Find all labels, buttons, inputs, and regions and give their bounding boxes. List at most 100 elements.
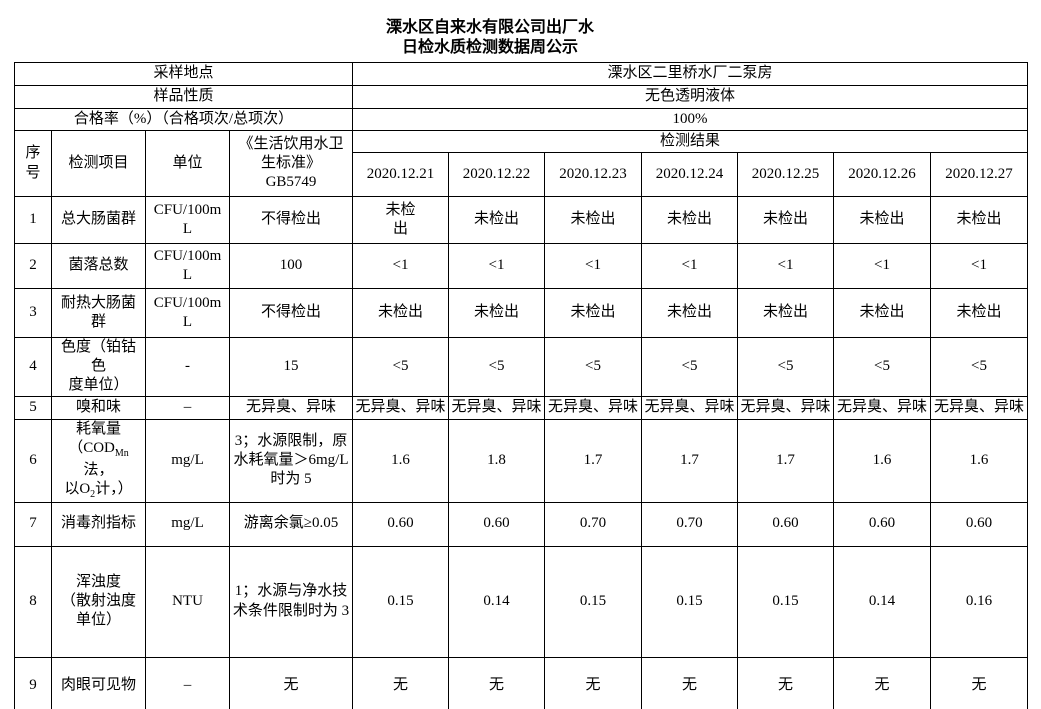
result-cell: 未检出: [448, 196, 546, 244]
sample-nature-label: 样品性质: [13, 85, 354, 109]
result-cell: 1.7: [544, 418, 643, 503]
result-cell: 无异臭、异味: [833, 395, 932, 420]
row-item-name: 色度（铂钴色 度单位）: [51, 337, 146, 397]
pass-rate-row: 合格率（%）（合格项次/总项次） 100%: [13, 108, 1029, 131]
result-cell: 无异臭、异味: [930, 395, 1029, 420]
result-cell: 无: [641, 656, 739, 709]
result-cell: <1: [448, 243, 546, 289]
date-header: 2020.12.24: [641, 152, 739, 197]
row-standard: 无异臭、异味: [228, 395, 354, 420]
sample-nature-row: 样品性质 无色透明液体: [13, 85, 1029, 109]
result-cell: 1.8: [448, 418, 546, 503]
row-standard: 不得检出: [228, 288, 354, 338]
result-cell: <5: [352, 337, 450, 397]
result-cell: 0.14: [833, 545, 932, 658]
date-header: 2020.12.25: [737, 152, 835, 197]
result-cell: 无: [930, 656, 1029, 709]
result-cell: 无异臭、异味: [737, 395, 835, 420]
result-cell: 1.6: [833, 418, 932, 503]
row-unit: –: [145, 656, 230, 709]
results-body: 1 总大肠菌群 CFU/100m L 不得检出 未检 出未检出 未检出 未检出 未检出 未检出未…: [14, 196, 1029, 709]
table-row: 6 耗氧量 （CODMn法， 以O2计，） mg/L 3；水源限制，原 水耗氧量＞6m…: [14, 418, 1029, 503]
result-cell: 无: [833, 656, 932, 709]
row-seq: 1: [14, 196, 52, 244]
result-cell: 0.14: [448, 545, 546, 658]
row-standard: 3；水源限制，原 水耗氧量＞6mg/L 时为 5: [228, 418, 354, 503]
table-row: 7 消毒剂指标 mg/L 游离余氯≥0.05 0.60 0.60 0.70 0.70 0.60 0…: [14, 501, 1029, 547]
result-cell: <1: [737, 243, 835, 289]
result-cell: 0.16: [930, 545, 1029, 658]
row-seq: 2: [14, 243, 52, 289]
header-seq: 序 号: [14, 130, 52, 197]
header-item: 检测项目: [51, 130, 146, 197]
result-cell: 无异臭、异味: [544, 395, 643, 420]
table-row: 8 浑浊度 （散射浊度 单位） NTU 1；水源与净水技 术条件限制时为 3 0.15 0…: [14, 545, 1029, 658]
result-cell: 未检出: [930, 288, 1029, 338]
result-cell: 未检出: [641, 196, 739, 244]
header-unit: 单位: [145, 130, 230, 197]
row-seq: 9: [14, 656, 52, 709]
sampling-site-value: 溧水区二里桥水厂二泵房: [352, 62, 1029, 86]
date-header: 2020.12.27: [930, 152, 1029, 197]
table-row: 5 嗅和味 – 无异臭、异味 无异臭、异味 无异臭、异味 无异臭、异味 无异臭、异味 无异臭、异…: [14, 395, 1029, 420]
result-cell: <5: [930, 337, 1029, 397]
result-cell: 0.60: [833, 501, 932, 547]
header-standard: 《生活饮用水卫 生标准》 GB5749: [228, 130, 354, 197]
result-cell: 0.60: [448, 501, 546, 547]
result-cell: 1.6: [352, 418, 450, 503]
result-cell: 0.60: [930, 501, 1029, 547]
page-title-line2: 日检水质检测数据周公示: [401, 39, 578, 56]
row-standard: 不得检出: [228, 196, 354, 244]
result-cell: 无异臭、异味: [352, 395, 450, 420]
result-cell: 无: [352, 656, 450, 709]
result-cell: <5: [833, 337, 932, 397]
result-cell: 0.15: [737, 545, 835, 658]
row-unit: mg/L: [145, 418, 230, 503]
sample-nature-value: 无色透明液体: [352, 85, 1029, 109]
item-name-segment: 法， 以O: [64, 461, 114, 497]
row-unit: -: [145, 337, 230, 397]
row-item-name: 耗氧量 （CODMn法， 以O2计，）: [51, 418, 146, 503]
result-cell: 未检出: [641, 288, 739, 338]
result-cell: <1: [930, 243, 1029, 289]
result-cell: 0.60: [737, 501, 835, 547]
result-cell: 未检出: [737, 196, 835, 244]
result-cell: 未检出: [544, 288, 643, 338]
result-cell: 0.15: [641, 545, 739, 658]
result-cell: 无: [544, 656, 643, 709]
row-seq: 4: [14, 337, 52, 397]
row-item-name: 浑浊度 （散射浊度 单位）: [51, 545, 146, 658]
date-header-row: 2020.12.21 2020.12.22 2020.12.23 2020.12…: [15, 152, 1029, 197]
row-item-name: 消毒剂指标: [51, 501, 146, 547]
result-cell: 未检出: [448, 288, 546, 338]
row-standard: 1；水源与净水技 术条件限制时为 3: [228, 545, 354, 658]
water-quality-table: 采样地点 溧水区二里桥水厂二泵房 样品性质 无色透明液体 合格率（%）（合格项次…: [13, 62, 1029, 709]
row-unit: CFU/100m L: [145, 196, 230, 244]
row-unit: NTU: [145, 545, 230, 658]
table-row: 4 色度（铂钴色 度单位） -15 <5 <5 <5 <5 <5 <5 <5: [14, 337, 1029, 397]
row-standard: 100: [228, 243, 354, 289]
result-cell: 0.70: [641, 501, 739, 547]
table-row: 3 耐热大肠菌 群 CFU/100m L 不得检出 未检出 未检出 未检出 未检出 未检出 未检出…: [14, 288, 1029, 338]
result-cell: 0.15: [352, 545, 450, 658]
row-seq: 6: [14, 418, 52, 503]
result-cell: <1: [352, 243, 450, 289]
result-cell: 1.7: [737, 418, 835, 503]
row-seq: 7: [14, 501, 52, 547]
result-cell: <5: [544, 337, 643, 397]
pass-rate-label: 合格率（%）（合格项次/总项次）: [13, 108, 354, 131]
row-unit: CFU/100m L: [145, 288, 230, 338]
item-name-segment: 计，）: [95, 480, 133, 497]
row-seq: 8: [14, 545, 52, 658]
result-cell: <5: [737, 337, 835, 397]
result-cell: 1.6: [930, 418, 1029, 503]
row-unit: mg/L: [145, 501, 230, 547]
result-cell: 无: [448, 656, 546, 709]
row-item-name: 菌落总数: [51, 243, 146, 289]
result-cell: 未检出: [930, 196, 1029, 244]
result-cell: 未检出: [737, 288, 835, 338]
row-seq: 5: [14, 395, 52, 420]
result-cell: 未检出: [544, 196, 643, 244]
row-standard: 15: [228, 337, 354, 397]
